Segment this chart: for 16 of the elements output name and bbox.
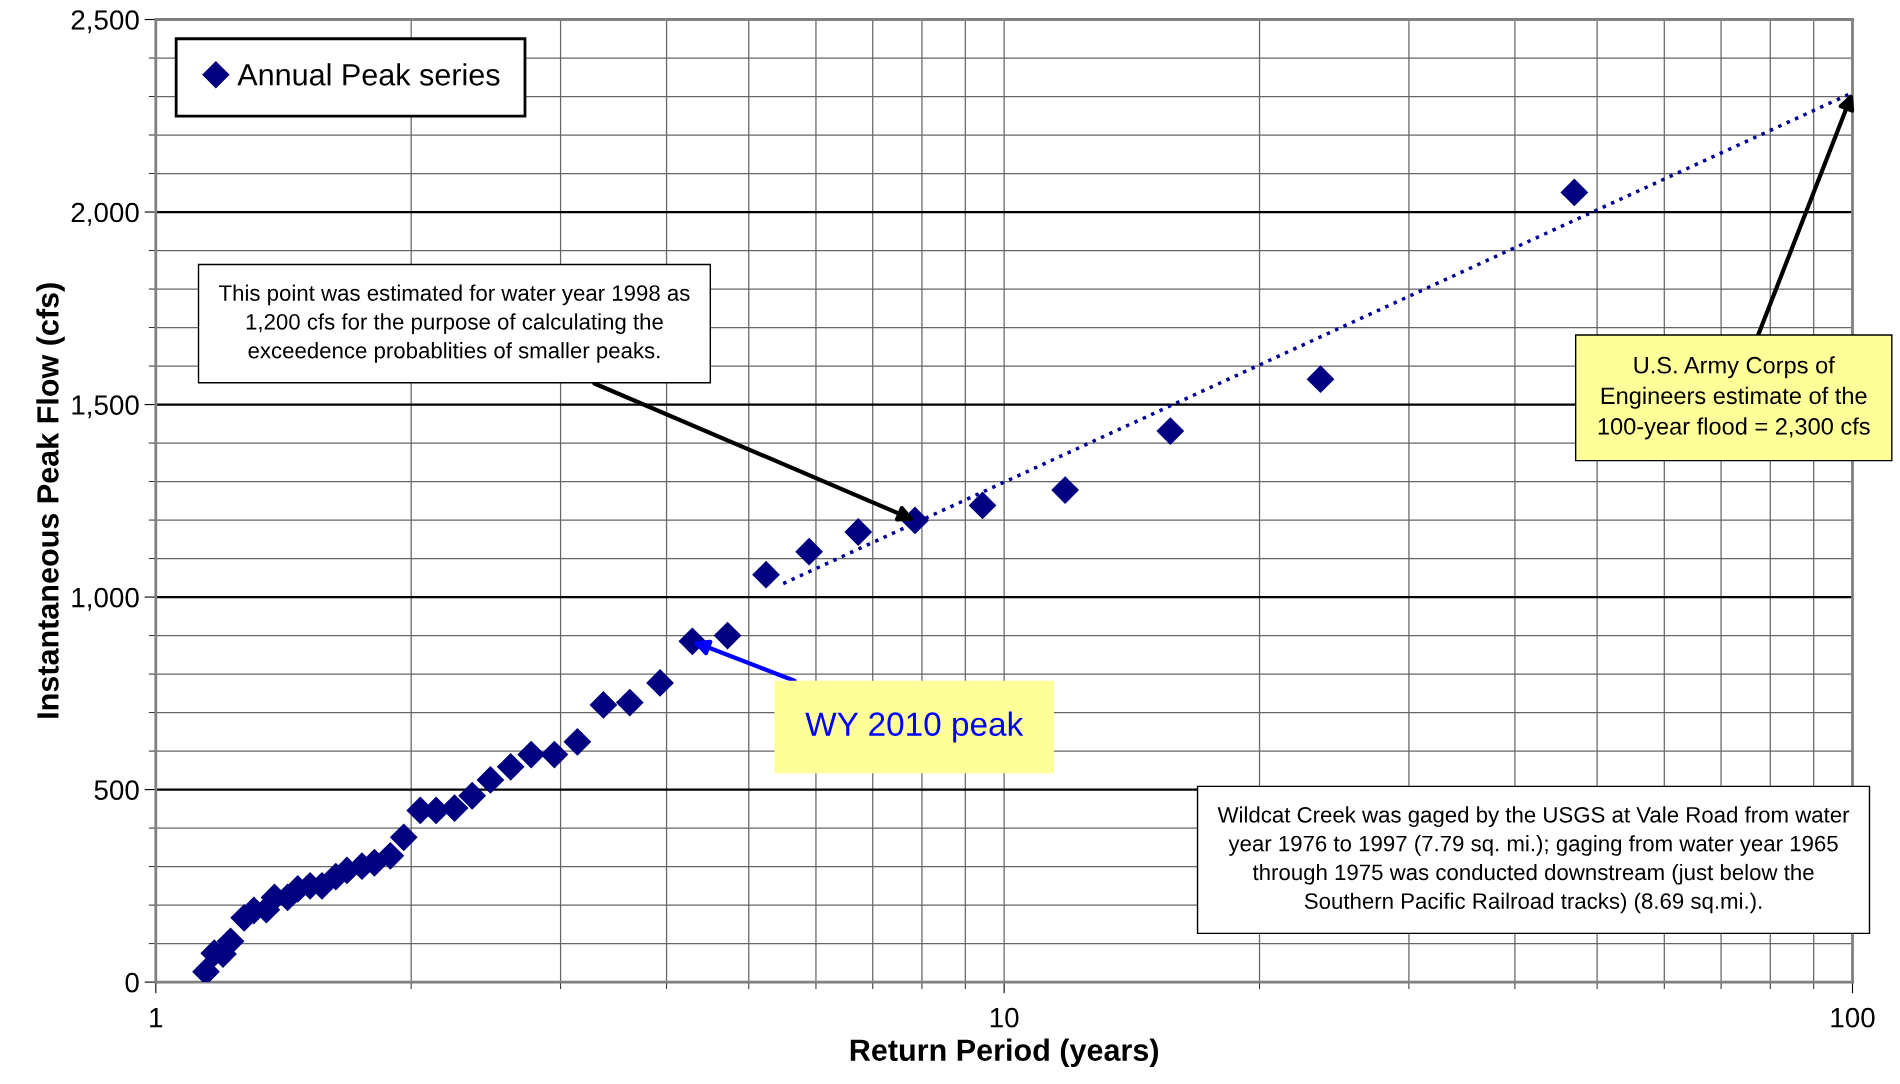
legend-label: Annual Peak series — [237, 63, 500, 86]
x-tick-label: 10 — [990, 1007, 1019, 1028]
annotation: Wildcat Creek was gaged by the USGS at Vale Road from water year 1976 to 1997 (7.79 sq. mi.); gaging from water year 1965 through 1975 was conducted downstream (just below the Southern Pacific Railroad tracks) (8.69 sq.mi.). — [1217, 806, 1850, 914]
y-tick-label: 1,500 — [72, 395, 139, 419]
y-axis-title: Instantaneous Peak Flow (cfs) — [36, 283, 65, 718]
y-tick-label: 1,000 — [72, 587, 139, 611]
y-tick-label: 2,000 — [71, 202, 139, 226]
annotation: This point was estimated for water year 1998 as 1,200 cfs for the purpose of calculating the exceedence probablities of smaller peaks. — [219, 284, 690, 363]
y-tick-label: 500 — [94, 780, 139, 800]
y-tick-label: 0 — [125, 972, 139, 993]
annotation: WY 2010 peak — [805, 711, 1024, 743]
x-axis-title: Return Period (years) — [850, 1038, 1158, 1068]
x-tick-label: 100 — [1831, 1007, 1875, 1028]
annotation: U.S. Army Corps of Engineers estimate of the 100-year flood = 2,300 cfs — [1598, 356, 1870, 440]
y-tick-label: 2,500 — [71, 10, 139, 34]
x-tick-label: 1 — [150, 1008, 163, 1028]
